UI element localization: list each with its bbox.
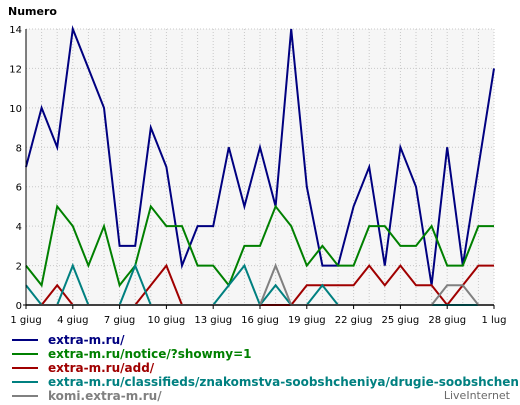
x-tick-label: 22 giug bbox=[335, 315, 373, 326]
y-tick-label: 8 bbox=[16, 143, 22, 154]
legend: extra-m.ru/extra-m.ru/notice/?showmy=1 ex… bbox=[12, 333, 520, 403]
y-tick-label: 0 bbox=[16, 301, 22, 312]
y-tick-label: 14 bbox=[9, 25, 22, 36]
axes bbox=[23, 29, 494, 309]
legend-item: extra-m.ru/classifieds/znakomstva-soobsh… bbox=[12, 375, 520, 389]
legend-swatch bbox=[12, 395, 38, 397]
legend-item: komi.extra-m.ru/ bbox=[12, 389, 520, 403]
x-tick-label: 1 lug bbox=[481, 315, 506, 326]
legend-label: extra-m.ru/ bbox=[48, 333, 125, 347]
series-line-1 bbox=[25, 25, 495, 286]
tick-labels: 0 2 4 6 8 10 12 14 1 giug 4 giug 7 giug 10 giug 13 g… bbox=[9, 25, 506, 326]
y-tick-label: 10 bbox=[9, 104, 22, 115]
legend-swatch bbox=[12, 353, 38, 355]
legend-item: extra-m.ru/ bbox=[12, 333, 520, 347]
x-tick-label: 10 giug bbox=[148, 315, 186, 326]
y-tick-label: 12 bbox=[9, 64, 22, 75]
legend-label: extra-m.ru/classifieds/znakomstva-soobsh… bbox=[48, 375, 520, 389]
x-tick-label: 28 giug bbox=[428, 315, 466, 326]
x-tick-label: 19 giug bbox=[288, 315, 326, 326]
legend-label: extra-m.ru/add/ bbox=[48, 361, 155, 375]
legend-swatch bbox=[12, 339, 38, 341]
series-line-2 bbox=[25, 204, 494, 288]
legend-item: extra-m.ru/add/ bbox=[12, 361, 520, 375]
legend-label: extra-m.ru/notice/?showmy=1 bbox=[48, 347, 252, 361]
brand-label: LiveInternet bbox=[443, 389, 510, 402]
y-axis-label: Numero bbox=[8, 5, 57, 18]
x-tick-label: 16 giug bbox=[241, 315, 279, 326]
legend-swatch bbox=[12, 367, 38, 369]
legend-swatch bbox=[12, 381, 38, 383]
x-tick-label: 25 giug bbox=[382, 315, 420, 326]
legend-item: extra-m.ru/notice/?showmy=1 bbox=[12, 347, 520, 361]
y-tick-label: 2 bbox=[16, 262, 22, 273]
x-tick-label: 13 giug bbox=[194, 315, 232, 326]
x-tick-label: 4 giug bbox=[57, 315, 88, 326]
x-tick-label: 1 giug bbox=[10, 315, 41, 326]
y-tick-label: 6 bbox=[16, 183, 22, 194]
legend-label: komi.extra-m.ru/ bbox=[48, 389, 162, 403]
y-tick-label: 4 bbox=[16, 222, 22, 233]
x-tick-label: 7 giug bbox=[104, 315, 135, 326]
